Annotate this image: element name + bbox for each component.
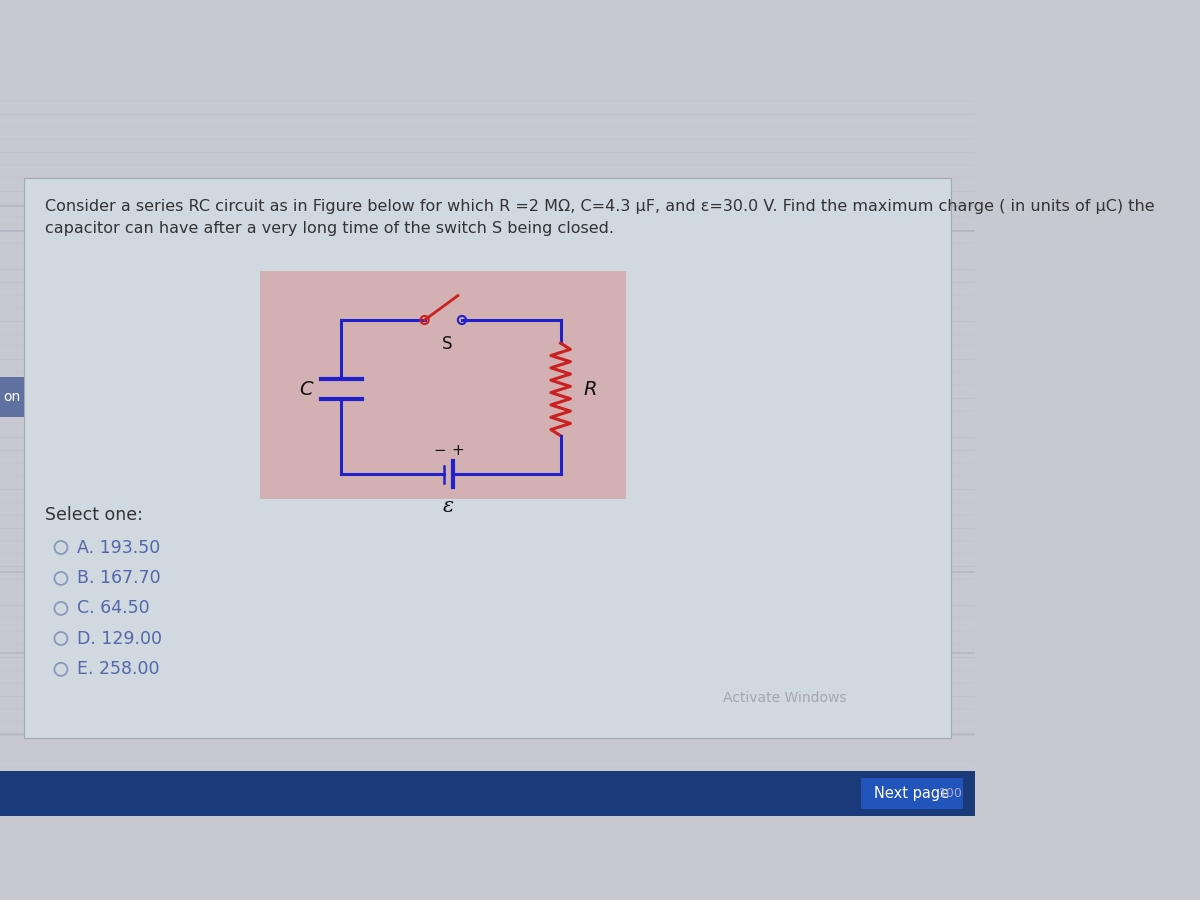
Text: capacitor can have after a very long time of the switch S being closed.: capacitor can have after a very long tim…: [44, 220, 613, 236]
Text: S: S: [442, 335, 452, 353]
Bar: [862, 778, 962, 809]
Text: A. 193.50: A. 193.50: [77, 538, 161, 556]
Text: −: −: [433, 443, 446, 458]
Bar: [0, 771, 976, 815]
Text: D. 129.00: D. 129.00: [77, 629, 162, 647]
Text: R: R: [583, 380, 596, 399]
Text: B. 167.70: B. 167.70: [77, 570, 161, 588]
Bar: [24, 178, 950, 738]
Text: Select one:: Select one:: [44, 506, 143, 524]
Bar: [260, 271, 625, 499]
Text: on: on: [4, 391, 20, 404]
Text: C: C: [299, 380, 313, 399]
Text: 100: 100: [938, 788, 962, 800]
Bar: [0, 377, 24, 418]
Text: +: +: [451, 443, 464, 458]
Text: E. 258.00: E. 258.00: [77, 661, 160, 679]
Text: Consider a series RC circuit as in Figure below for which R =2 MΩ, C=4.3 μF, and: Consider a series RC circuit as in Figur…: [44, 199, 1154, 213]
Text: ε: ε: [443, 497, 454, 516]
Text: C. 64.50: C. 64.50: [77, 599, 150, 617]
Text: Next page: Next page: [874, 787, 949, 801]
Text: Activate Windows: Activate Windows: [724, 691, 847, 705]
